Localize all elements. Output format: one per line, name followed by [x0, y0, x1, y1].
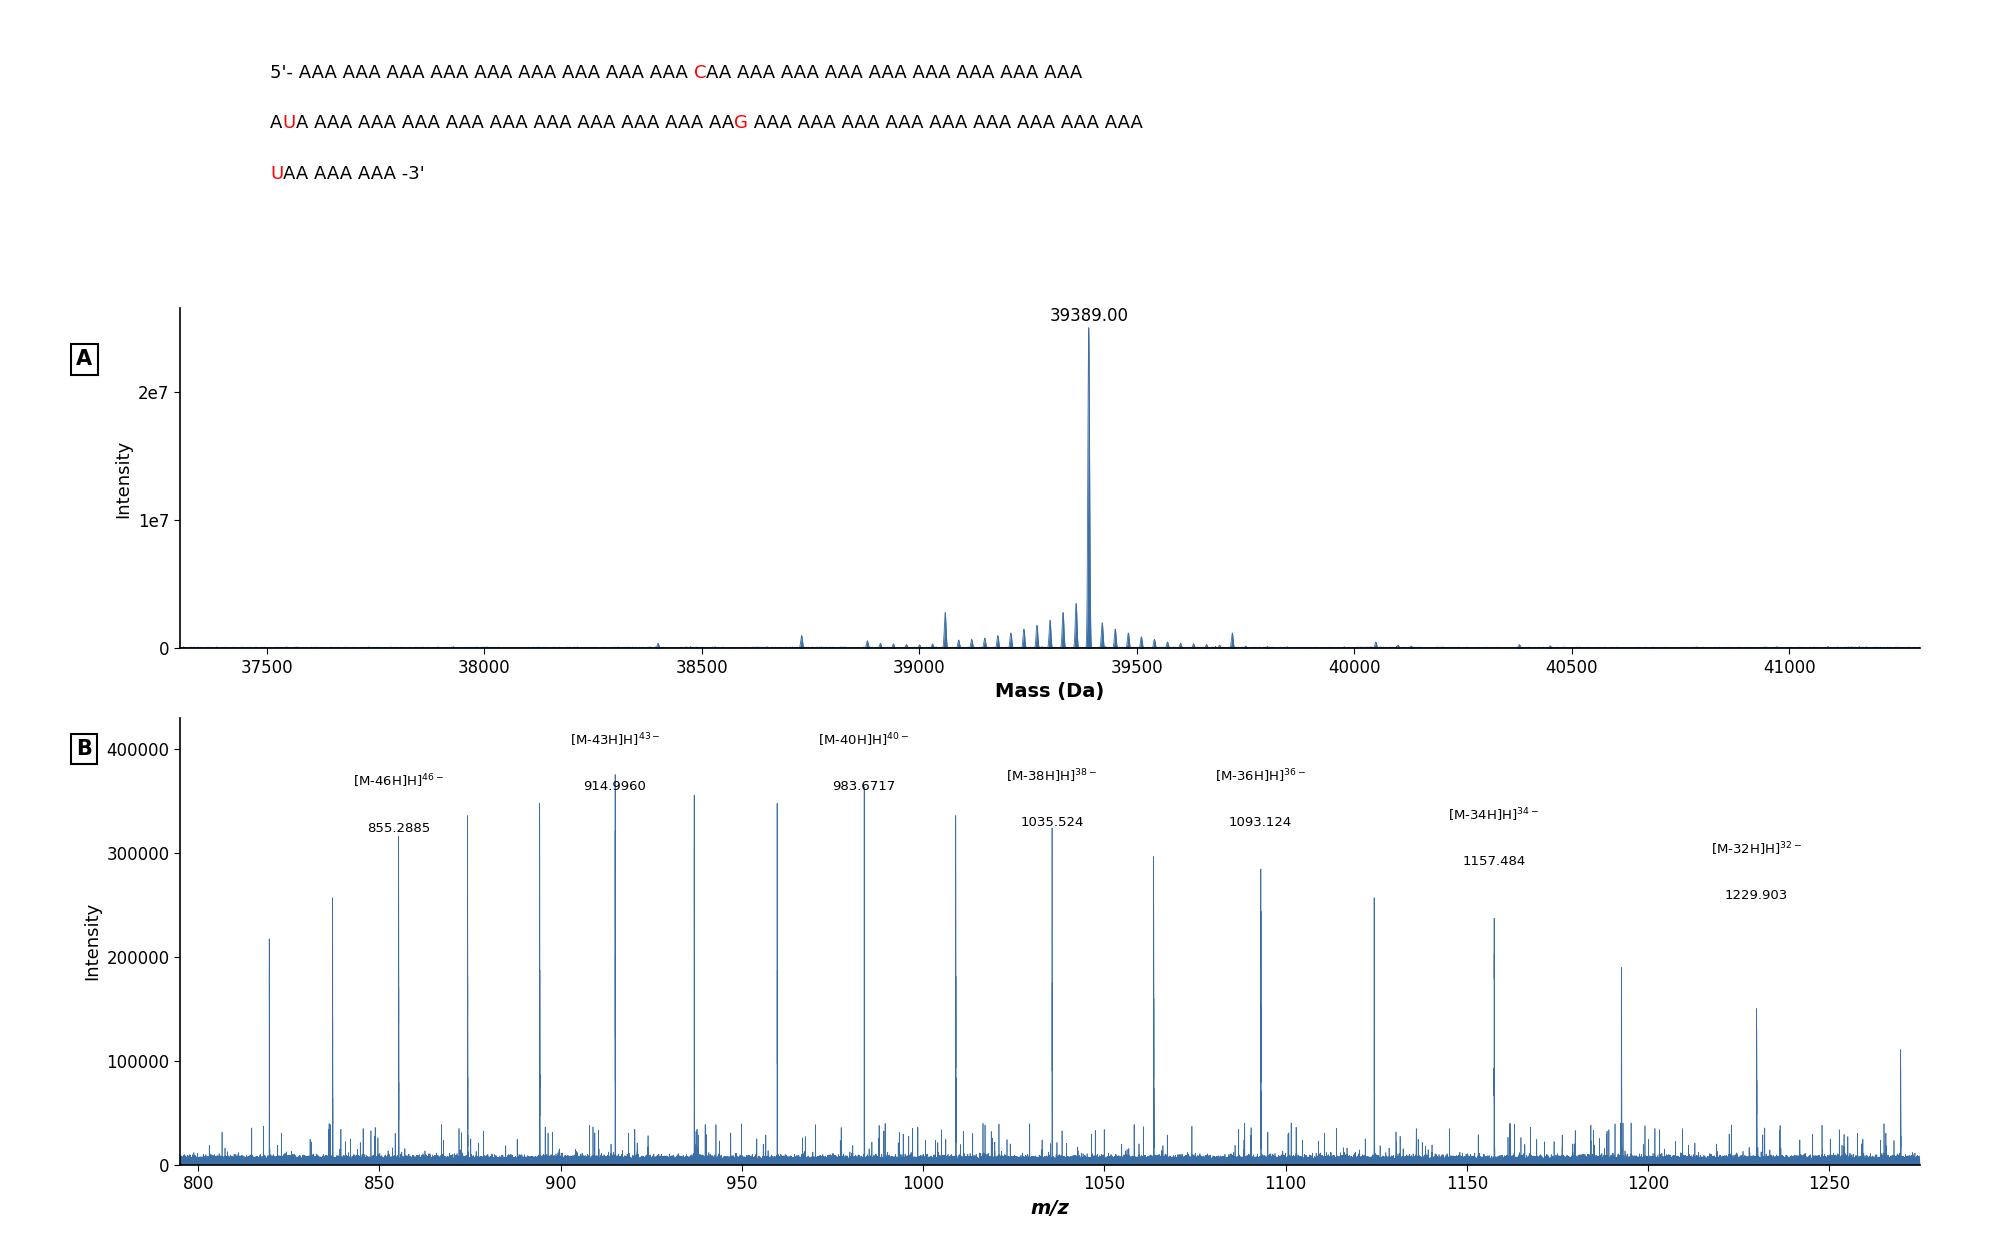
Text: AAA AAA AAA AAA AAA AAA AAA AAA AAA: AAA AAA AAA AAA AAA AAA AAA AAA AAA	[748, 115, 1142, 132]
Text: U: U	[282, 115, 296, 132]
X-axis label: m/z: m/z	[1030, 1199, 1070, 1217]
Text: U: U	[270, 165, 284, 183]
Text: B: B	[76, 739, 92, 759]
Text: A: A	[270, 115, 282, 132]
Text: AA AAA AAA AAA AAA AAA AAA AAA AAA: AA AAA AAA AAA AAA AAA AAA AAA AAA	[706, 64, 1082, 82]
Text: [M-43H]H]$^{43-}$: [M-43H]H]$^{43-}$	[570, 731, 660, 749]
Text: [M-34H]H]$^{34-}$: [M-34H]H]$^{34-}$	[1448, 806, 1540, 823]
Text: 5'- AAA AAA AAA AAA AAA AAA AAA AAA AAA: 5'- AAA AAA AAA AAA AAA AAA AAA AAA AAA	[270, 64, 694, 82]
Text: 1157.484: 1157.484	[1462, 855, 1526, 867]
Text: G: G	[734, 115, 748, 132]
X-axis label: Mass (Da): Mass (Da)	[996, 682, 1104, 701]
Text: AA AAA AAA -3': AA AAA AAA -3'	[284, 165, 424, 183]
Text: 1035.524: 1035.524	[1020, 816, 1084, 830]
Text: [M-46H]H]$^{46-}$: [M-46H]H]$^{46-}$	[354, 773, 444, 791]
Text: [M-40H]H]$^{40-}$: [M-40H]H]$^{40-}$	[818, 731, 910, 749]
Y-axis label: Intensity: Intensity	[82, 901, 100, 981]
Text: [M-32H]H]$^{32-}$: [M-32H]H]$^{32-}$	[1712, 841, 1802, 857]
Y-axis label: Intensity: Intensity	[114, 439, 132, 517]
Text: 39389.00: 39389.00	[1050, 307, 1128, 325]
Text: 983.6717: 983.6717	[832, 781, 896, 793]
Text: 1093.124: 1093.124	[1230, 816, 1292, 830]
Text: [M-36H]H]$^{36-}$: [M-36H]H]$^{36-}$	[1216, 768, 1306, 786]
Text: A: A	[76, 350, 92, 369]
Text: [M-38H]H]$^{38-}$: [M-38H]H]$^{38-}$	[1006, 768, 1098, 786]
Text: A AAA AAA AAA AAA AAA AAA AAA AAA AAA AA: A AAA AAA AAA AAA AAA AAA AAA AAA AAA AA	[296, 115, 734, 132]
Text: 1229.903: 1229.903	[1724, 889, 1788, 903]
Text: 914.9960: 914.9960	[584, 781, 646, 793]
Text: C: C	[694, 64, 706, 82]
Text: 855.2885: 855.2885	[366, 822, 430, 835]
